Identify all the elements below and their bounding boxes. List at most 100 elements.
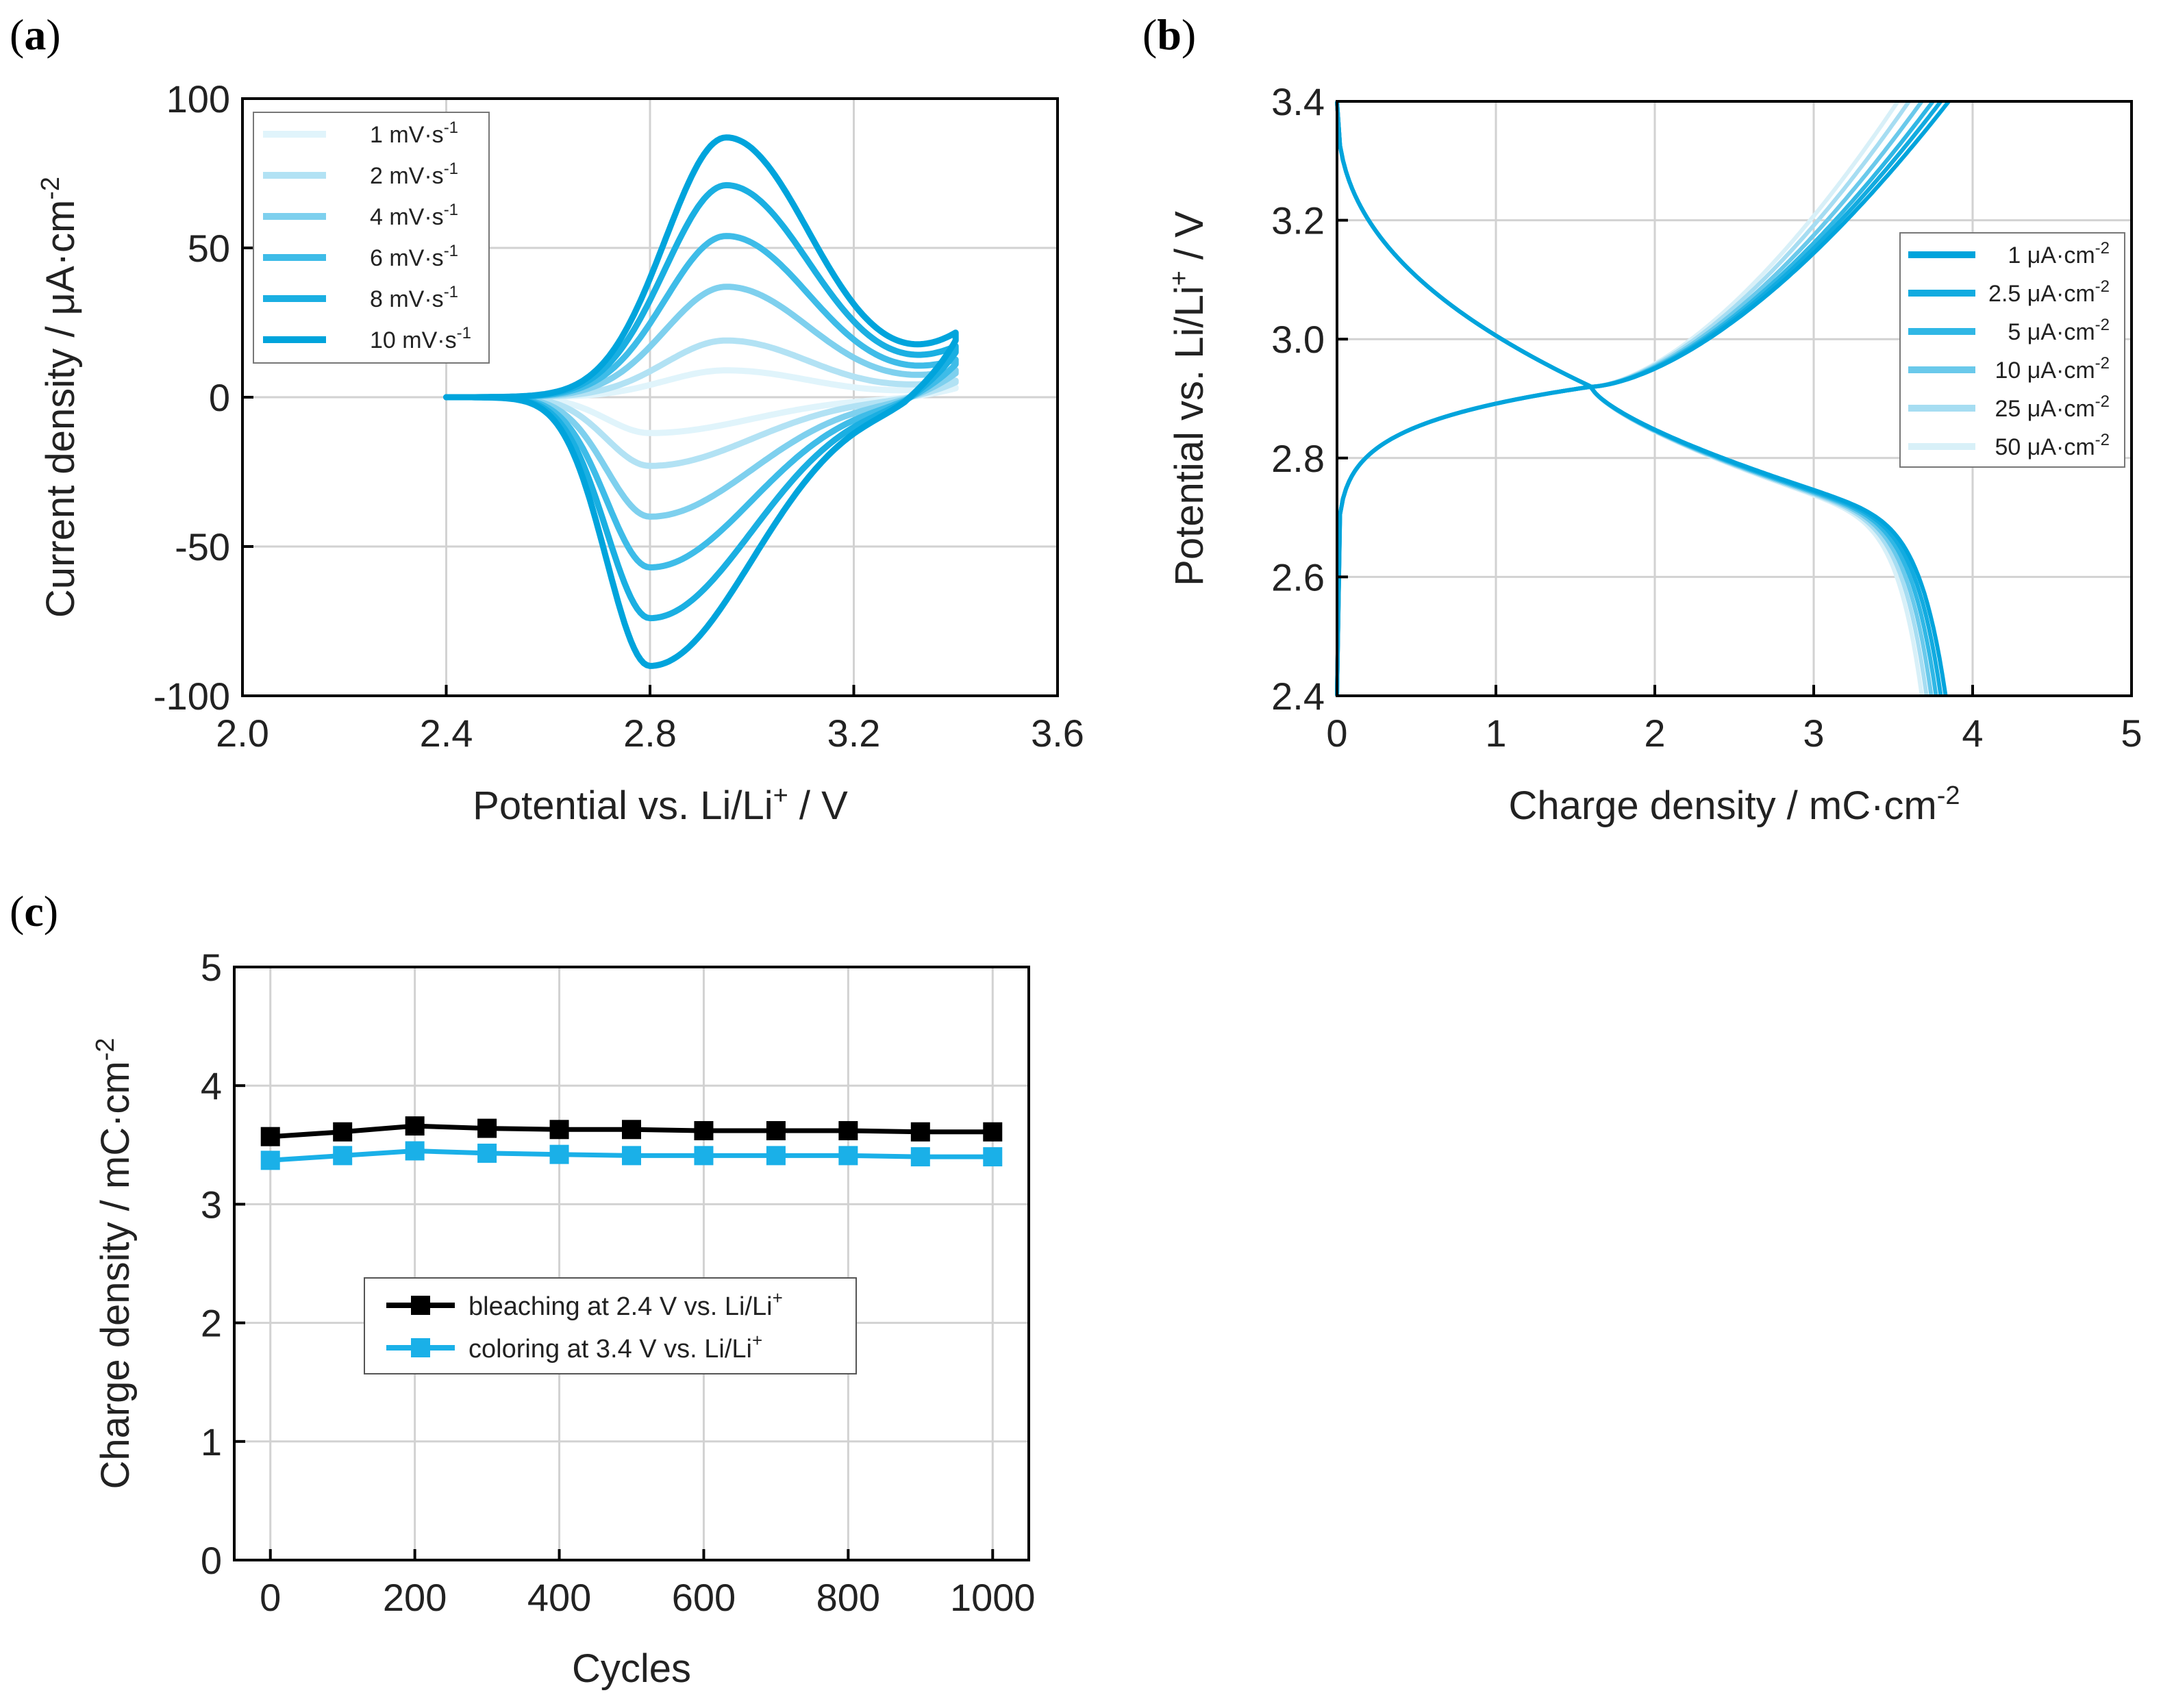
panel-b: (b) 0 1 2 3 4 5 3.4 3.2 3.0 2.8 2.6 2.4 Charge den… bbox=[1142, 10, 2142, 828]
cycle-marker-series-2 bbox=[766, 1146, 786, 1166]
cv-curve-series-1 bbox=[443, 367, 959, 436]
x-tick-label: 800 bbox=[816, 1576, 880, 1619]
y-tick-label: 2.8 bbox=[1271, 437, 1325, 480]
coloring-curve-series-5 bbox=[1335, 100, 1911, 696]
panel-a-y-ticks: 100 50 0 -50 -100 bbox=[153, 77, 253, 718]
panel-b-legend: 1 μA·cm-2 2.5 μA·cm-2 5 μA·cm-2 10 μA·cm-2 2… bbox=[1899, 232, 2125, 468]
cycle-marker-series-2 bbox=[838, 1146, 858, 1166]
cv-curve-series-4 bbox=[443, 233, 959, 570]
x-tick-label: 2.8 bbox=[623, 712, 677, 755]
x-tick-label: 0 bbox=[260, 1576, 281, 1619]
legend-label: 6 mV·s-1 bbox=[370, 242, 458, 271]
legend-label: 2.5 μA·cm-2 bbox=[1988, 277, 2110, 307]
panel-c-grid bbox=[234, 966, 1029, 1561]
y-tick-label: 1 bbox=[201, 1420, 222, 1464]
panel-c: (c) 0 200 400 600 800 1000 5 4 3 2 1 0 Cycles Char… bbox=[10, 887, 1036, 1691]
panel-c-legend-box bbox=[364, 1277, 857, 1374]
legend-label: 1 μA·cm-2 bbox=[2008, 239, 2110, 268]
y-tick-label: 3.0 bbox=[1271, 318, 1325, 361]
x-tick-label: 1000 bbox=[950, 1576, 1036, 1619]
cycle-marker-series-1 bbox=[910, 1122, 930, 1142]
panel-b-legend-box bbox=[1899, 232, 2125, 468]
cycle-marker-series-1 bbox=[694, 1121, 714, 1141]
cycle-marker-series-1 bbox=[260, 1127, 280, 1146]
x-tick-label: 2.4 bbox=[420, 712, 473, 755]
x-tick-label: 3 bbox=[1803, 712, 1824, 755]
panel-b-y-ticks: 3.4 3.2 3.0 2.8 2.6 2.4 bbox=[1271, 80, 1348, 718]
x-tick-label: 200 bbox=[383, 1576, 447, 1619]
cycle-marker-series-1 bbox=[622, 1120, 641, 1140]
y-tick-label: 3.4 bbox=[1271, 80, 1325, 123]
panel-a-legend: 1 mV·s-1 2 mV·s-1 4 mV·s-1 6 mV·s-1 8 mV·s-1… bbox=[253, 112, 490, 364]
panel-c-series bbox=[260, 1116, 1003, 1170]
bleaching-curve-series-3 bbox=[1335, 101, 1938, 696]
y-tick-label: 100 bbox=[166, 77, 230, 121]
legend-label: 1 mV·s-1 bbox=[370, 118, 458, 148]
y-tick-label: 2.6 bbox=[1271, 555, 1325, 599]
panel-a-legend-entries: 1 mV·s-1 2 mV·s-1 4 mV·s-1 6 mV·s-1 8 mV·s-1… bbox=[263, 118, 471, 353]
cycle-marker-series-2 bbox=[260, 1151, 280, 1170]
y-tick-label: 5 bbox=[201, 946, 222, 989]
panel-a-legend-box bbox=[253, 112, 490, 364]
panel-a-x-ticks: 2.0 2.4 2.8 3.2 3.6 bbox=[216, 685, 1084, 755]
cycle-marker-series-1 bbox=[766, 1121, 786, 1141]
cycle-marker-series-1 bbox=[477, 1118, 497, 1138]
cycle-marker-series-2 bbox=[405, 1141, 425, 1161]
panel-c-x-axis-label: Cycles bbox=[572, 1646, 691, 1691]
legend-label: coloring at 3.4 V vs. Li/Li+ bbox=[468, 1330, 762, 1364]
y-tick-label: 0 bbox=[201, 1539, 222, 1582]
legend-label: bleaching at 2.4 V vs. Li/Li+ bbox=[468, 1288, 783, 1321]
legend-label: 10 mV·s-1 bbox=[370, 324, 471, 353]
cv-curve-series-5 bbox=[443, 181, 959, 622]
panel-a-y-axis-label: Current density / μA·cm-2 bbox=[36, 177, 83, 618]
cycle-marker-series-1 bbox=[333, 1122, 353, 1142]
panel-a-series bbox=[443, 134, 959, 669]
panel-b-x-ticks: 0 1 2 3 4 5 bbox=[1326, 685, 2142, 755]
x-tick-label: 400 bbox=[527, 1576, 591, 1619]
legend-label: 4 mV·s-1 bbox=[370, 201, 458, 230]
y-tick-label: 4 bbox=[201, 1064, 222, 1107]
x-tick-label: 2.0 bbox=[216, 712, 269, 755]
panel-b-series bbox=[1335, 100, 1951, 696]
cycle-marker-series-2 bbox=[477, 1143, 497, 1163]
y-tick-label: 2.4 bbox=[1271, 675, 1325, 718]
y-tick-label: 3 bbox=[201, 1183, 222, 1226]
cycle-marker-series-2 bbox=[983, 1147, 1003, 1167]
x-tick-label: 3.2 bbox=[827, 712, 881, 755]
cv-curve-series-2 bbox=[443, 337, 959, 469]
cycle-marker-series-1 bbox=[983, 1122, 1003, 1142]
x-tick-label: 5 bbox=[2121, 712, 2142, 755]
panel-a: (a) 2.0 2.4 2.8 3.2 3.6 100 50 0 -50 -100 Potent… bbox=[10, 10, 1084, 828]
panel-b-y-axis-label: Potential vs. Li/Li+ / V bbox=[1165, 211, 1212, 586]
legend-marker bbox=[411, 1338, 430, 1357]
x-tick-label: 2 bbox=[1644, 712, 1665, 755]
cycle-marker-series-2 bbox=[694, 1146, 714, 1166]
x-tick-label: 4 bbox=[1962, 712, 1983, 755]
bleaching-curve-series-1 bbox=[1335, 101, 1948, 696]
panel-a-letter: (a) bbox=[10, 10, 61, 59]
legend-label: 25 μA·cm-2 bbox=[1995, 392, 2110, 422]
x-tick-label: 0 bbox=[1326, 712, 1347, 755]
legend-label: 50 μA·cm-2 bbox=[1995, 431, 2110, 460]
x-tick-label: 3.6 bbox=[1031, 712, 1084, 755]
y-tick-label: 3.2 bbox=[1271, 199, 1325, 242]
x-tick-label: 600 bbox=[672, 1576, 736, 1619]
legend-label: 5 μA·cm-2 bbox=[2008, 316, 2110, 345]
y-tick-label: -50 bbox=[175, 525, 230, 568]
legend-label: 10 μA·cm-2 bbox=[1995, 354, 2110, 384]
x-tick-label: 1 bbox=[1485, 712, 1506, 755]
coloring-curve-series-1 bbox=[1335, 100, 1951, 696]
bleaching-curve-series-5 bbox=[1335, 101, 1929, 696]
cycle-marker-series-2 bbox=[622, 1146, 641, 1166]
panel-c-y-ticks: 5 4 3 2 1 0 bbox=[201, 946, 245, 1582]
cycle-marker-series-2 bbox=[549, 1144, 569, 1164]
cycle-marker-series-1 bbox=[405, 1116, 425, 1136]
panel-b-frame bbox=[1336, 100, 2133, 697]
panel-c-legend-entries: bleaching at 2.4 V vs. Li/Li+ coloring at… bbox=[386, 1288, 783, 1364]
y-tick-label: -100 bbox=[153, 675, 230, 718]
y-tick-label: 50 bbox=[188, 227, 230, 270]
panel-b-x-axis-label: Charge density / mC·cm-2 bbox=[1508, 781, 1960, 828]
panel-c-y-axis-label: Charge density / mC·cm-2 bbox=[91, 1038, 138, 1489]
panel-a-x-axis-label: Potential vs. Li/Li+ / V bbox=[473, 781, 848, 828]
